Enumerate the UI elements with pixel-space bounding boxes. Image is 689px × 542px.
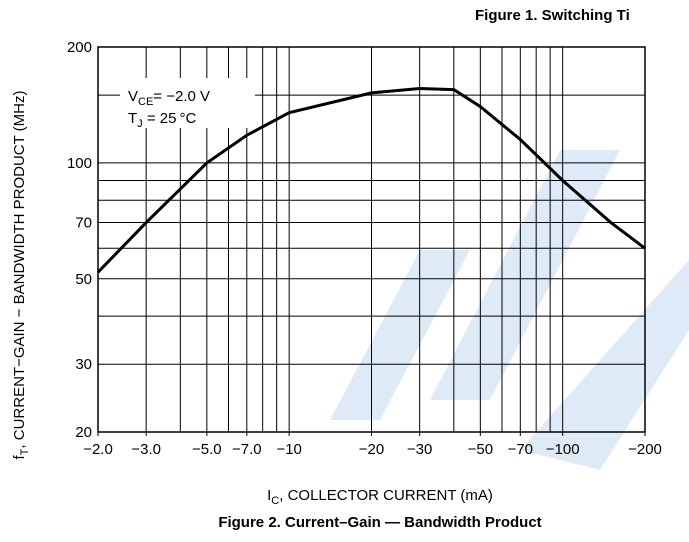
chart-title: Figure 2. Current–Gain — Bandwidth Produ… [218, 514, 541, 531]
x-tick-label: −100 [546, 441, 580, 458]
annotation: VCE= −2.0 V [128, 88, 210, 108]
y-label-sub: T [19, 448, 31, 455]
line [96, 87, 646, 274]
y-label-part: , CURRENT−GAIN − BANDWIDTH PRODUCT (MHz) [11, 91, 28, 449]
header-title: Figure 1. Switching Ti [475, 7, 630, 24]
x-tick-label: −2.0 [83, 441, 113, 458]
x-tick-label: −5.0 [192, 441, 222, 458]
watermark-shape [430, 150, 620, 400]
y-axis-label: fT, CURRENT−GAIN − BANDWIDTH PRODUCT (MH… [11, 91, 31, 460]
annotation-part: = −2.0 V [153, 88, 210, 105]
x-tick-label: −7.0 [232, 441, 262, 458]
y-tick-label: 20 [75, 424, 92, 441]
watermark [330, 150, 689, 470]
x-tick-label: −50 [468, 441, 493, 458]
y-tick-label: 50 [75, 271, 92, 288]
y-tick-label: 100 [67, 155, 92, 172]
annotation: TJ = 25 °C [128, 110, 196, 130]
x-tick-label: −30 [407, 441, 432, 458]
x-tick-label: −20 [359, 441, 384, 458]
annotation-part: = 25 °C [143, 110, 197, 127]
y-label-part: f [11, 454, 28, 459]
x-label-sub: C [271, 495, 279, 507]
x-label-part: , COLLECTOR CURRENT (mA) [279, 487, 493, 504]
watermark-shape [330, 250, 470, 420]
x-tick-label: −3.0 [131, 441, 161, 458]
x-tick-label: −10 [276, 441, 301, 458]
x-tick-label: −200 [628, 441, 662, 458]
x-label-part: I [267, 487, 271, 504]
x-tick-label: −70 [508, 441, 533, 458]
y-tick-label: 70 [75, 215, 92, 232]
annotation-part: T [128, 110, 137, 127]
y-tick-label: 200 [67, 39, 92, 56]
annotation-part: V [128, 88, 138, 105]
annotation-sub: J [137, 118, 143, 130]
annotation-box [120, 78, 255, 128]
annotation-sub: CE [138, 96, 153, 108]
y-tick-label: 30 [75, 356, 92, 373]
x-axis-label: IC, COLLECTOR CURRENT (mA) [267, 487, 493, 507]
